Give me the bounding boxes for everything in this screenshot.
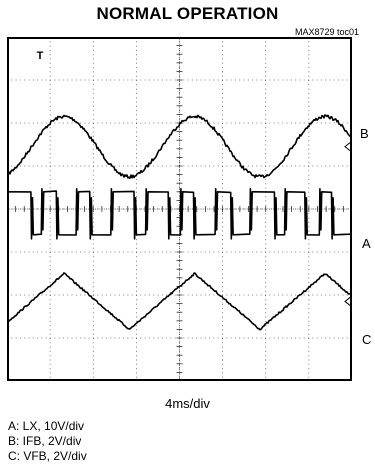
- trace-a: [8, 188, 351, 240]
- channel-label-b: B: [360, 126, 369, 141]
- channel-marker-b: [344, 142, 351, 152]
- chart-title: NORMAL OPERATION: [96, 4, 279, 23]
- channel-label-a: A: [362, 236, 371, 251]
- timebase-label: 4ms/div: [165, 396, 210, 411]
- trace-b: [8, 114, 351, 179]
- scope-traces: [8, 114, 351, 331]
- channel-marker-c: [344, 297, 351, 306]
- legend-entry-a: A: LX, 10V/div: [8, 419, 85, 433]
- legend-entry-b: B: IFB, 2V/div: [8, 434, 82, 448]
- trigger-marker: T: [37, 50, 44, 62]
- figure-reference: MAX8729 toc01: [294, 27, 359, 37]
- oscilloscope-screen: T: [7, 37, 352, 381]
- channel-legend: A: LX, 10V/div B: IFB, 2V/div C: VFB, 2V…: [8, 419, 87, 464]
- legend-entry-c: C: VFB, 2V/div: [8, 449, 87, 463]
- trace-c: [8, 272, 350, 331]
- scope-frame: [7, 37, 352, 381]
- channel-label-c: C: [362, 332, 372, 347]
- scope-grid: [7, 37, 352, 381]
